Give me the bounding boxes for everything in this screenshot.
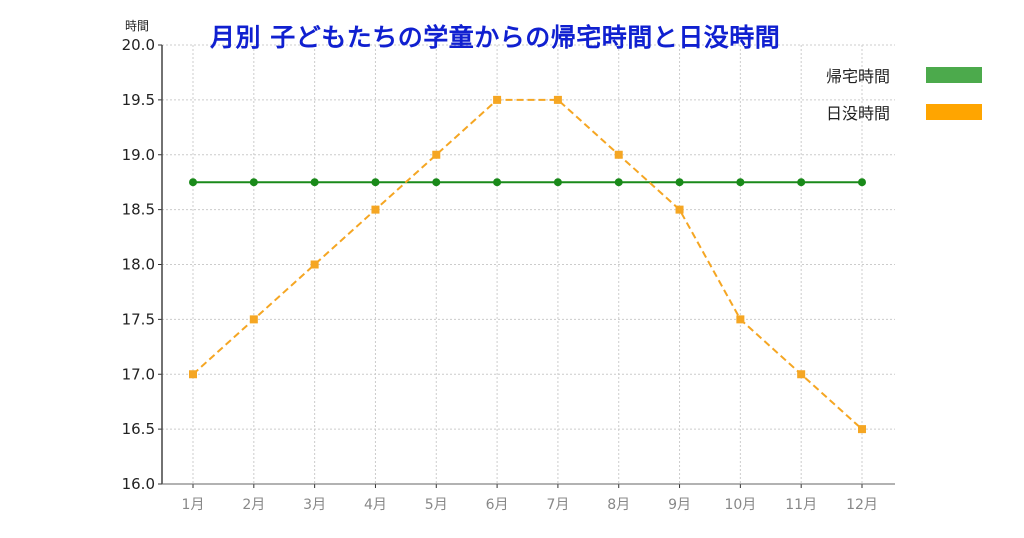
sunset-time-line: [192, 98, 863, 430]
data-point-square: [675, 205, 684, 214]
x-tick-label: 9月: [668, 497, 691, 513]
data-point-square: [189, 370, 197, 379]
data-point-circle: [493, 178, 502, 187]
data-point-square: [432, 150, 441, 159]
data-point-circle: [189, 178, 197, 187]
legend: 帰宅時間 日没時間: [826, 56, 982, 130]
y-tick-label: 20.0: [122, 36, 155, 54]
series-lines: [189, 95, 866, 434]
x-tick-label: 1月: [182, 497, 205, 513]
axes: 16.0 16.5 17.0 17.5 18.0 18.5 19.0 19.5 20.0 1月 2月…: [122, 36, 895, 513]
y-tick-label: 18.5: [122, 201, 155, 219]
y-tick-label: 16.5: [122, 420, 155, 438]
data-point-circle: [614, 178, 623, 187]
data-point-circle: [553, 178, 562, 187]
data-point-circle: [432, 178, 441, 187]
x-tick-label: 8月: [607, 497, 630, 513]
legend-item-return-time: 帰宅時間: [826, 56, 982, 93]
y-tick-label: 17.5: [122, 310, 155, 328]
data-point-circle: [310, 178, 319, 187]
data-point-circle: [797, 178, 806, 187]
x-tick-label: 2月: [242, 497, 265, 513]
y-tick-label: 19.0: [122, 146, 155, 164]
y-tick-label: 17.0: [122, 365, 155, 383]
x-tick-label: 5月: [425, 497, 448, 513]
x-tick-label: 4月: [364, 497, 387, 513]
y-tick-label: 19.5: [122, 91, 155, 109]
x-tick-label: 11月: [785, 497, 817, 513]
data-point-circle: [249, 178, 258, 187]
x-tick-label: 7月: [546, 497, 569, 513]
chart-title: 月別 子どもたちの学童からの帰宅時間と日没時間: [210, 23, 781, 52]
legend-swatch-green: [926, 66, 982, 83]
x-tick-label: 3月: [303, 497, 326, 513]
data-point-square: [310, 260, 319, 269]
y-axis-label: 時間: [125, 19, 150, 33]
legend-label: 帰宅時間: [826, 66, 891, 86]
data-point-circle: [858, 178, 866, 187]
data-point-circle: [371, 178, 380, 187]
data-point-circle: [736, 178, 745, 187]
legend-swatch-orange: [926, 103, 982, 120]
y-tick-label: 16.0: [122, 475, 155, 493]
x-tick-label: 10月: [724, 497, 756, 513]
data-point-square: [797, 370, 806, 379]
data-point-circle: [675, 178, 684, 187]
legend-item-sunset-time: 日没時間: [826, 93, 982, 130]
y-tick-label: 18.0: [122, 256, 155, 274]
data-point-square: [493, 95, 502, 104]
data-point-square: [249, 315, 258, 324]
grid-lines: [162, 44, 895, 485]
data-point-square: [553, 95, 562, 104]
x-tick-label: 6月: [486, 497, 509, 513]
data-point-square: [614, 150, 623, 159]
legend-label: 日没時間: [826, 103, 891, 123]
x-tick-label: 12月: [846, 497, 878, 513]
data-point-square: [858, 425, 866, 434]
data-point-square: [371, 205, 380, 214]
data-point-square: [736, 315, 745, 324]
